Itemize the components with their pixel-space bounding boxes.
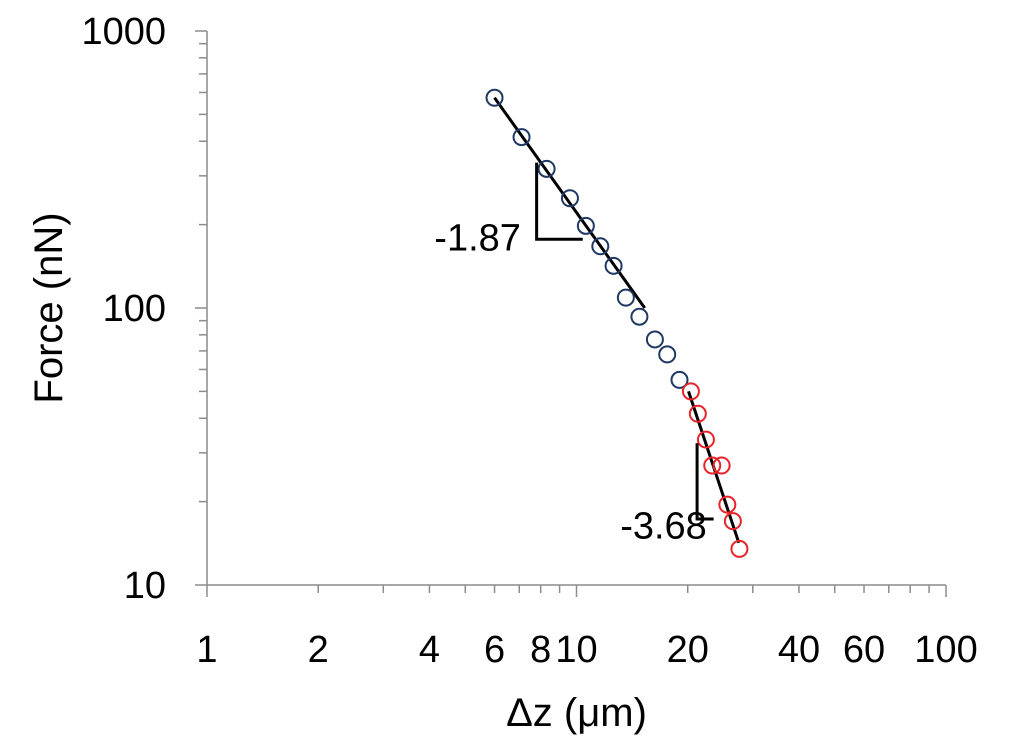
data-point [604,256,623,275]
data-point [616,288,635,307]
x-tick-label: 40 [778,629,820,671]
x-tick-label: 1 [196,629,217,671]
data-point [512,128,531,147]
x-tick-label: 6 [484,629,505,671]
data-point [688,404,707,423]
x-tick-label: 2 [308,629,329,671]
data-point [703,456,722,475]
data-point [730,539,749,558]
x-tick-label: 20 [667,629,709,671]
data-point [560,189,579,208]
fit-line [493,96,646,309]
slope-triangle [695,443,714,521]
data-point [485,88,504,107]
data-point [537,159,556,178]
data-point [658,345,677,364]
data-point [712,456,731,475]
y-tick-label: 10 [124,565,166,607]
x-tick-label: 60 [843,629,885,671]
data-point [681,382,700,401]
data-point [576,216,595,235]
data-point [718,495,737,514]
x-axis-title: Δz (μm) [506,691,647,735]
x-tick-label: 8 [530,629,551,671]
x-tick-label: 4 [419,629,440,671]
slope-label: -3.68 [620,505,707,547]
data-point [591,237,610,256]
y-tick-label: 100 [103,288,166,330]
slope-label: -1.87 [434,217,521,259]
y-tick-label: 1000 [81,11,166,53]
data-point [696,430,715,449]
data-point [723,512,742,531]
data-point [630,307,649,326]
y-axis-title: Force (nN) [27,212,71,403]
x-tick-label: 10 [555,629,597,671]
x-tick-label: 100 [914,629,977,671]
data-point [645,330,664,349]
slope-triangle [535,162,583,241]
data-point [670,370,689,389]
